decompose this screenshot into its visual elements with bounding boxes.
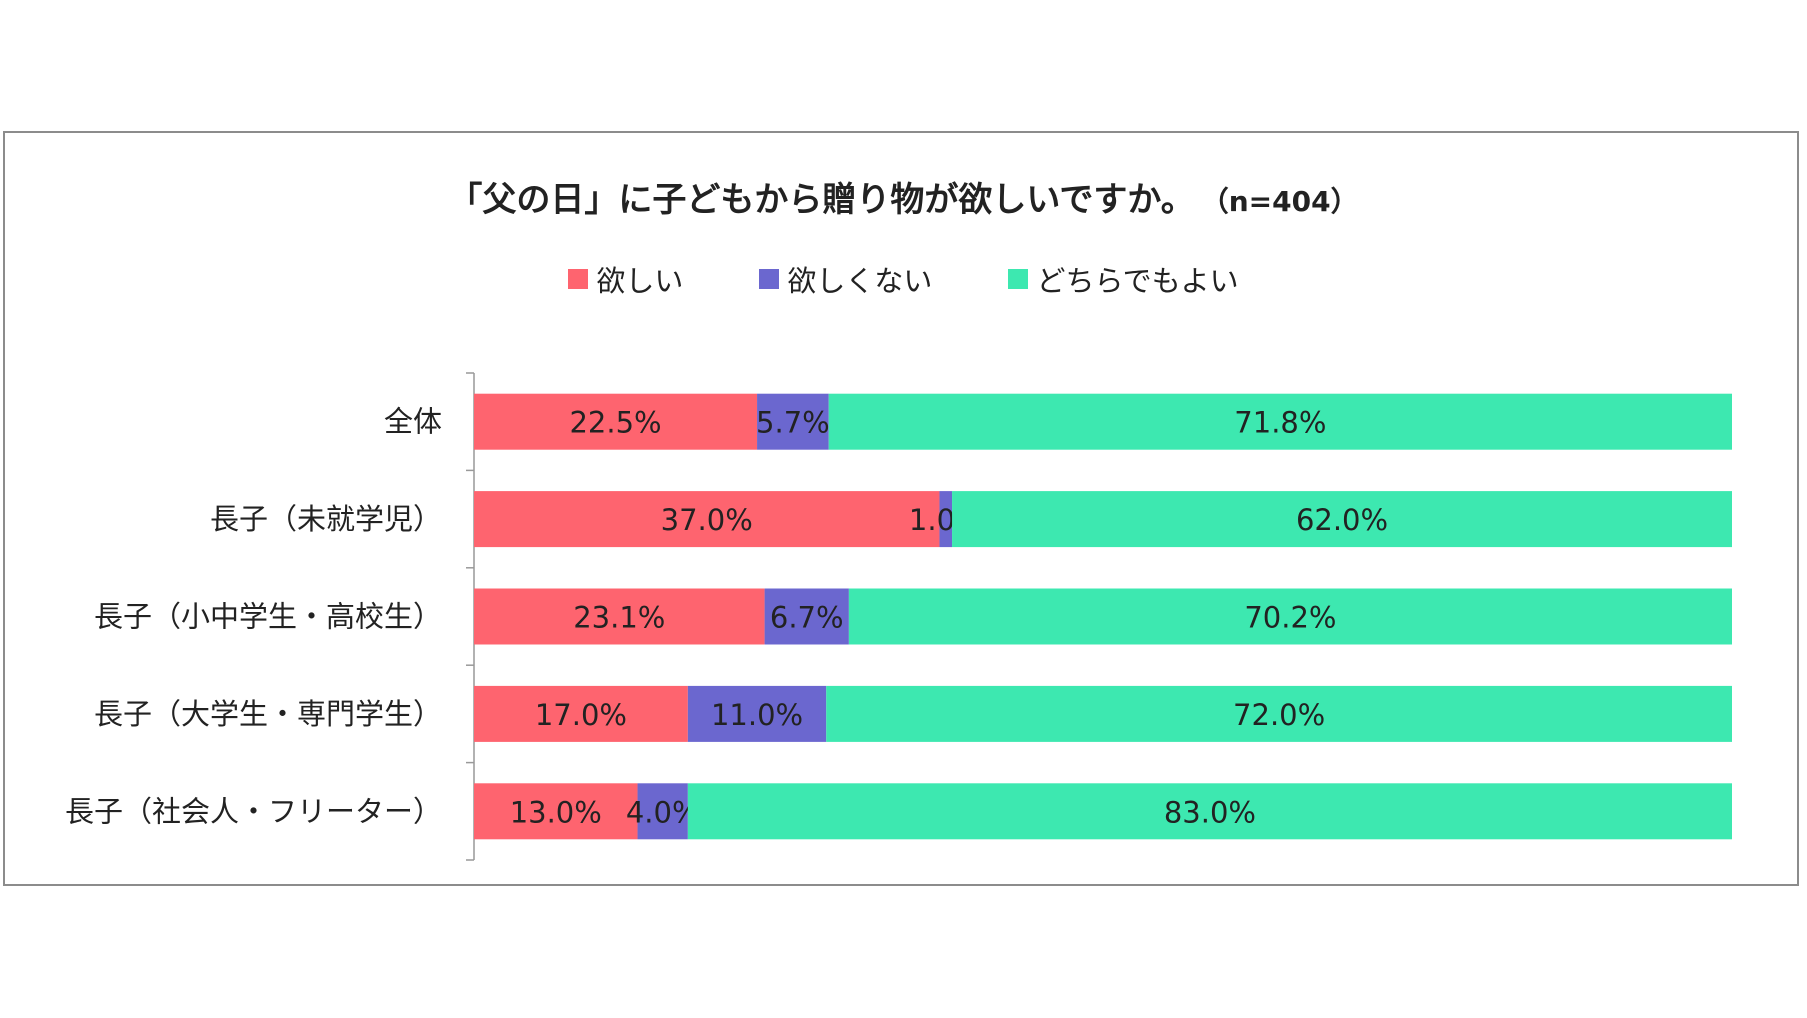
- data-label: 13.0%: [510, 795, 602, 829]
- bar-segment: [474, 491, 940, 548]
- legend: 欲しい 欲しくない どちらでもよい: [0, 258, 1807, 300]
- data-label: 62.0%: [1296, 503, 1388, 537]
- legend-label: 欲しくない: [787, 264, 933, 298]
- data-label: 72.0%: [1233, 698, 1325, 732]
- legend-swatch: [1008, 269, 1029, 289]
- bar-segment: [764, 588, 849, 645]
- data-label: 5.7%: [756, 406, 830, 440]
- legend-item: 欲しい: [568, 258, 683, 300]
- category-label: 長子（社会人・フリーター）: [65, 794, 442, 828]
- bar-segment: [939, 491, 953, 548]
- category-label: 長子（未就学児）: [210, 502, 442, 536]
- data-label: 23.1%: [573, 601, 665, 635]
- data-label: 4.0%: [626, 795, 700, 829]
- category-label: 長子（小中学生・高校生）: [94, 600, 442, 634]
- legend-label: どちらでもよい: [1036, 264, 1239, 298]
- chart-title: 「父の日」に子どもから贈り物が欲しいですか。 （n=404）: [0, 172, 1807, 221]
- bar-segment: [474, 685, 688, 742]
- data-label: 83.0%: [1164, 795, 1256, 829]
- data-label: 6.7%: [770, 601, 844, 635]
- bar-segment: [474, 393, 758, 450]
- bar-segment: [687, 685, 827, 742]
- title-text: 「父の日」に子どもから贈り物が欲しいですか。: [448, 180, 1195, 220]
- data-label: 70.2%: [1244, 601, 1336, 635]
- bar-segment: [828, 393, 1732, 450]
- bar-segment: [474, 588, 765, 645]
- sample-size: （n=404）: [1214, 185, 1359, 218]
- legend-label: 欲しい: [596, 264, 684, 298]
- data-label: 37.0%: [661, 503, 753, 537]
- category-label: 全体: [384, 405, 442, 439]
- bar-segment: [687, 783, 1732, 840]
- category-label: 長子（大学生・専門学生）: [94, 697, 442, 731]
- bar-segment: [952, 491, 1732, 548]
- legend-item: 欲しくない: [759, 258, 932, 300]
- legend-swatch: [568, 269, 589, 289]
- legend-swatch: [759, 269, 780, 289]
- data-label: 22.5%: [569, 406, 661, 440]
- bar-segment: [637, 783, 688, 840]
- bar-segment: [826, 685, 1732, 742]
- legend-item: どちらでもよい: [1008, 258, 1239, 300]
- bar-segment: [474, 783, 638, 840]
- data-label: 17.0%: [535, 698, 627, 732]
- chart-frame: [3, 131, 1799, 886]
- data-label: 71.8%: [1234, 406, 1326, 440]
- bar-segment: [757, 393, 829, 450]
- data-label: 11.0%: [711, 698, 803, 732]
- bar-segment: [848, 588, 1732, 645]
